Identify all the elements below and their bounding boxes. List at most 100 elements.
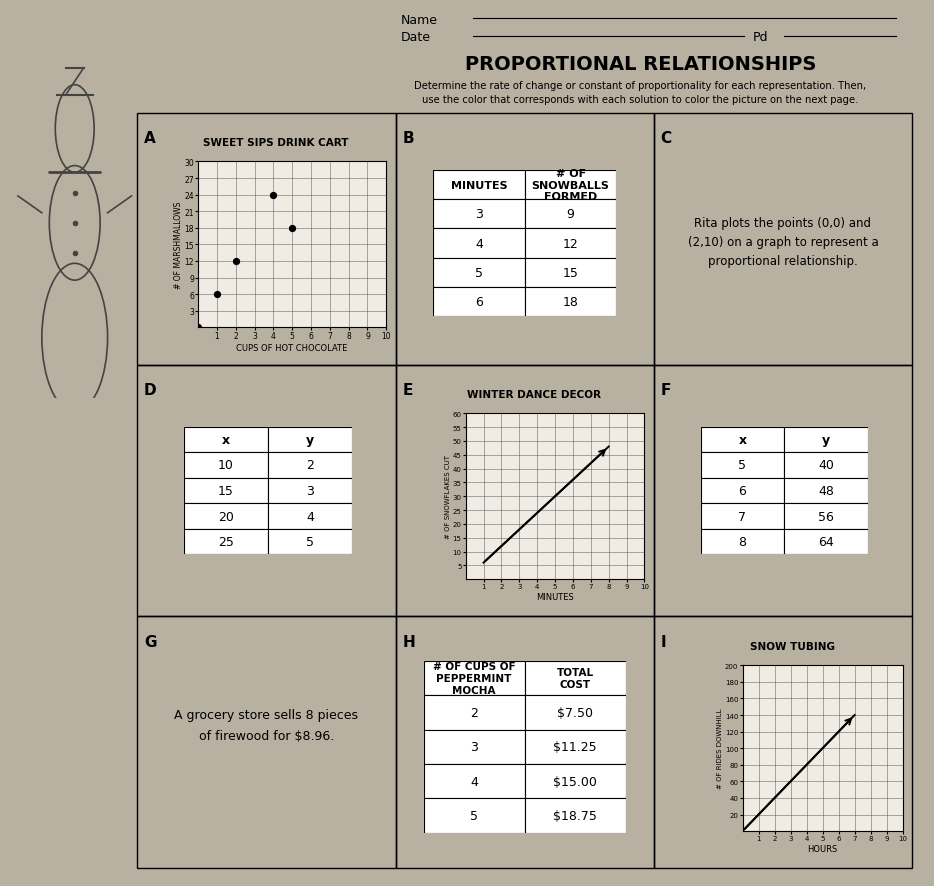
Bar <box>700 478 785 504</box>
Text: A grocery store sells 8 pieces
of firewood for $8.96.: A grocery store sells 8 pieces of firewo… <box>175 708 359 742</box>
X-axis label: CUPS OF HOT CHOCOLATE: CUPS OF HOT CHOCOLATE <box>236 344 347 353</box>
Text: $7.50: $7.50 <box>558 706 593 719</box>
Text: use the color that corresponds with each solution to color the picture on the ne: use the color that corresponds with each… <box>422 95 858 105</box>
Point <box>191 321 205 335</box>
Bar <box>424 798 525 833</box>
Text: $11.25: $11.25 <box>554 741 597 753</box>
Bar <box>424 661 525 696</box>
Text: 18: 18 <box>562 295 578 308</box>
Bar <box>424 765 525 798</box>
Y-axis label: # OF SNOWFLAKES CUT: # OF SNOWFLAKES CUT <box>446 455 451 539</box>
Text: Name: Name <box>401 13 438 27</box>
Text: 12: 12 <box>562 237 578 250</box>
Text: H: H <box>403 634 415 649</box>
Bar <box>184 453 268 478</box>
Text: 4: 4 <box>474 237 483 250</box>
Text: G: G <box>144 634 157 649</box>
Bar <box>184 504 268 529</box>
Text: B: B <box>403 131 414 146</box>
Bar <box>700 529 785 555</box>
Text: 9: 9 <box>567 208 574 222</box>
Text: 3: 3 <box>306 485 314 497</box>
Text: 2: 2 <box>306 459 314 472</box>
Text: 56: 56 <box>818 510 834 523</box>
Text: SWEET SIPS DRINK CART: SWEET SIPS DRINK CART <box>203 137 348 148</box>
Text: E: E <box>403 383 413 398</box>
Text: SNOW TUBING: SNOW TUBING <box>750 641 835 651</box>
Text: 20: 20 <box>219 510 234 523</box>
Bar <box>525 730 626 765</box>
Text: $18.75: $18.75 <box>553 809 597 822</box>
Bar <box>785 478 869 504</box>
Bar <box>424 730 525 765</box>
Text: Pd: Pd <box>752 31 768 44</box>
Text: $15.00: $15.00 <box>553 775 597 788</box>
Text: 15: 15 <box>219 485 234 497</box>
Text: y: y <box>306 433 314 447</box>
Bar <box>525 229 616 259</box>
Bar <box>424 696 525 730</box>
Bar <box>525 661 626 696</box>
Bar <box>433 229 525 259</box>
Bar <box>525 200 616 229</box>
Bar <box>525 171 616 200</box>
Text: 25: 25 <box>219 535 234 548</box>
Text: 5: 5 <box>306 535 314 548</box>
Bar <box>525 765 626 798</box>
Text: 3: 3 <box>474 208 483 222</box>
Text: Date: Date <box>401 31 431 44</box>
Text: 7: 7 <box>739 510 746 523</box>
Bar <box>184 427 268 453</box>
Bar <box>184 478 268 504</box>
X-axis label: HOURS: HOURS <box>808 844 838 853</box>
Text: x: x <box>739 433 746 447</box>
Text: WINTER DANCE DECOR: WINTER DANCE DECOR <box>467 389 601 400</box>
X-axis label: MINUTES: MINUTES <box>536 593 573 602</box>
Text: D: D <box>144 383 157 398</box>
Text: 5: 5 <box>739 459 746 472</box>
Text: I: I <box>660 634 666 649</box>
Bar <box>268 504 352 529</box>
Text: 6: 6 <box>739 485 746 497</box>
Text: MINUTES: MINUTES <box>450 181 507 190</box>
Bar <box>785 529 869 555</box>
Text: C: C <box>660 131 672 146</box>
Text: 64: 64 <box>818 535 834 548</box>
Text: F: F <box>660 383 671 398</box>
Text: 5: 5 <box>470 809 478 822</box>
Text: 48: 48 <box>818 485 834 497</box>
Bar <box>268 427 352 453</box>
Bar <box>525 798 626 833</box>
Bar <box>525 259 616 287</box>
Bar <box>433 259 525 287</box>
Text: 5: 5 <box>474 267 483 279</box>
Text: Rita plots the points (0,0) and
(2,10) on a graph to represent a
proportional re: Rita plots the points (0,0) and (2,10) o… <box>687 217 878 268</box>
Point <box>228 254 243 268</box>
Text: 15: 15 <box>562 267 578 279</box>
Text: A: A <box>144 131 156 146</box>
Bar <box>525 287 616 316</box>
Bar <box>700 453 785 478</box>
Text: 8: 8 <box>739 535 746 548</box>
Bar <box>525 696 626 730</box>
Bar <box>433 171 525 200</box>
Bar <box>433 200 525 229</box>
Bar <box>700 427 785 453</box>
Text: Determine the rate of change or constant of proportionality for each representat: Determine the rate of change or constant… <box>415 82 867 91</box>
Point <box>209 288 224 302</box>
Text: y: y <box>822 433 830 447</box>
Text: TOTAL
COST: TOTAL COST <box>557 667 594 689</box>
Text: 3: 3 <box>470 741 478 753</box>
Text: 4: 4 <box>306 510 314 523</box>
Bar <box>433 287 525 316</box>
Text: 4: 4 <box>470 775 478 788</box>
Text: # OF CUPS OF
PEPPERMINT
MOCHA: # OF CUPS OF PEPPERMINT MOCHA <box>432 662 516 695</box>
Text: PROPORTIONAL RELATIONSHIPS: PROPORTIONAL RELATIONSHIPS <box>465 55 816 74</box>
Text: 6: 6 <box>474 295 483 308</box>
Text: 10: 10 <box>219 459 234 472</box>
Bar <box>785 504 869 529</box>
Bar <box>268 478 352 504</box>
Bar <box>184 529 268 555</box>
Bar <box>785 453 869 478</box>
Bar <box>268 529 352 555</box>
